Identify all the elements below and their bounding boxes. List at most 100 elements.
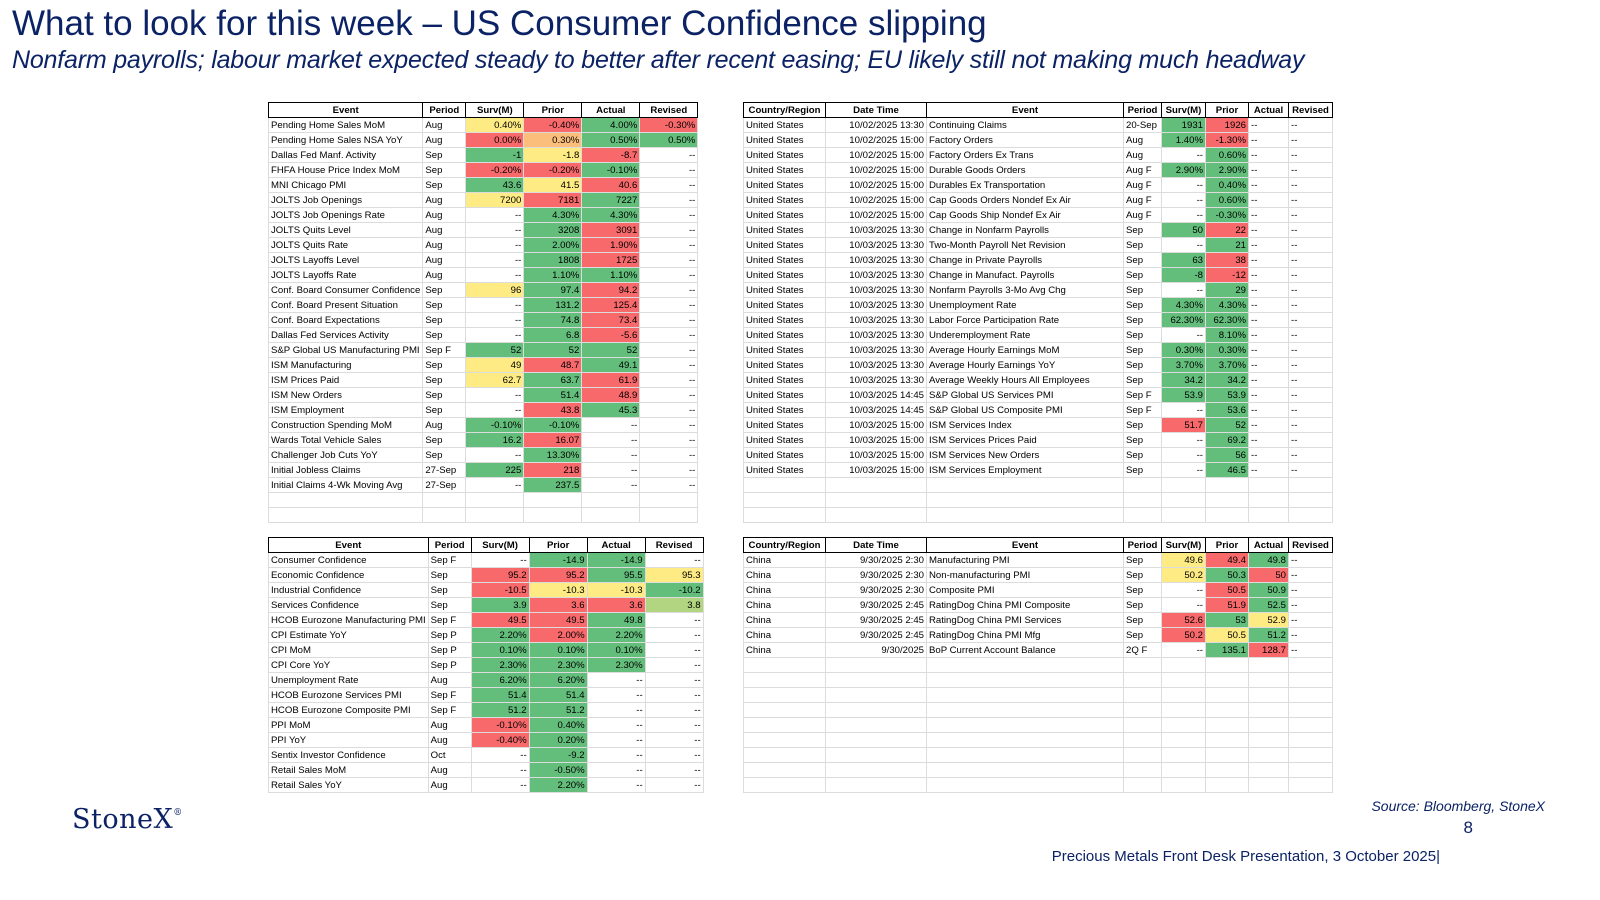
table-cell: -- (581, 477, 641, 493)
table-cell: -- (1248, 207, 1289, 223)
table-cell: -- (644, 687, 704, 703)
table-cell: -- (465, 297, 525, 313)
table-cell: 3091 (581, 222, 641, 238)
table-row: Retail Sales MoM Aug -- -0.50% -- -- (268, 762, 704, 778)
table-cell: Aug F (1123, 162, 1162, 178)
table-cell: -8 (1161, 267, 1206, 283)
table-cell: S&P Global US Services PMI (926, 387, 1124, 403)
table-cell: 53 (1205, 612, 1249, 628)
table-cell: 49.6 (1161, 552, 1206, 568)
table-cell: JOLTS Layoffs Rate (267, 267, 424, 283)
table-cell: -- (639, 342, 699, 358)
table-row: United States 10/03/2025 13:30 Two-Month P… (743, 237, 1333, 253)
table-cell: 1931 (1161, 117, 1206, 133)
table-cell: 0.30% (1161, 342, 1206, 358)
table-cell: -- (1248, 252, 1289, 268)
table-cell: 2.00% (523, 237, 583, 253)
table-cell (1205, 702, 1249, 718)
table-row: Conf. Board Consumer Confidence Sep 96 97.4… (267, 282, 699, 298)
table-cell: 52.6 (1161, 612, 1206, 628)
table-cell (926, 672, 1124, 688)
table-cell (1123, 747, 1162, 763)
table-cell: JOLTS Quits Level (267, 222, 424, 238)
us-released-table: Event Period Surv(M) Prior Actual Revised Pend… (267, 102, 699, 523)
table-cell: Aug (422, 192, 467, 208)
table-cell: -- (639, 207, 699, 223)
table-cell: PPI MoM (268, 717, 429, 733)
table-cell: -0.30% (639, 117, 699, 133)
table-row: United States 10/03/2025 14:45 S&P Global … (743, 387, 1333, 403)
column-header: Prior (528, 537, 588, 553)
table-cell: -- (1288, 207, 1333, 223)
table-cell: Sep (422, 387, 467, 403)
table-cell: -- (581, 447, 641, 463)
table-cell: S&P Global US Manufacturing PMI (267, 342, 424, 358)
table-cell: -- (465, 327, 525, 343)
table-row (743, 777, 1333, 793)
table-cell: -- (644, 672, 704, 688)
table-cell: Non-manufacturing PMI (926, 567, 1124, 583)
table-row (267, 492, 699, 508)
table-cell: China (743, 627, 826, 643)
table-cell: -- (1248, 342, 1289, 358)
table-cell (825, 672, 927, 688)
table-cell: 53.6 (1205, 402, 1249, 418)
table-cell: Challenger Job Cuts YoY (267, 447, 424, 463)
table-row: United States 10/02/2025 15:00 Durables Ex… (743, 177, 1333, 193)
table-cell (1123, 762, 1162, 778)
table-cell: 6.20% (470, 672, 530, 688)
table-cell: RatingDog China PMI Composite (926, 597, 1124, 613)
table-row: FHFA House Price Index MoM Sep -0.20% -0.20… (267, 162, 699, 178)
table-cell: Composite PMI (926, 582, 1124, 598)
table-cell: Conf. Board Consumer Confidence (267, 282, 424, 298)
table-cell: 10/02/2025 13:30 (825, 117, 927, 133)
table-cell: China (743, 642, 826, 658)
table-cell: -14.9 (586, 552, 646, 568)
table-cell (825, 777, 927, 793)
table-cell: -- (1288, 582, 1333, 598)
table-cell: Factory Orders Ex Trans (926, 147, 1124, 163)
table-cell: Sep (1123, 462, 1162, 478)
column-header: Prior (523, 102, 583, 118)
table-cell (1205, 777, 1249, 793)
table-cell: 49 (465, 357, 525, 373)
table-cell: ISM New Orders (267, 387, 424, 403)
table-cell: ISM Employment (267, 402, 424, 418)
table-cell: Aug (422, 417, 467, 433)
table-cell: Aug (422, 117, 467, 133)
table-row: United States 10/02/2025 15:00 Cap Goods S… (743, 207, 1333, 223)
table-cell: Sep (422, 327, 467, 343)
table-cell: -- (1161, 462, 1206, 478)
column-header: Period (1123, 102, 1162, 118)
table-cell: United States (743, 462, 826, 478)
table-cell: 10/02/2025 15:00 (825, 207, 927, 223)
table-cell (825, 702, 927, 718)
table-cell: 135.1 (1205, 642, 1249, 658)
table-cell (1288, 732, 1333, 748)
table-cell: -0.10% (581, 162, 641, 178)
table-cell: Sep (1123, 417, 1162, 433)
table-cell (1161, 657, 1206, 673)
table-row: United States 10/03/2025 13:30 Change in P… (743, 252, 1333, 268)
table-cell: CPI Estimate YoY (268, 627, 429, 643)
table-cell: Sep (1123, 327, 1162, 343)
table-cell: 16.2 (465, 432, 525, 448)
source-note: Source: Bloomberg, StoneX (1371, 798, 1545, 814)
table-cell: -- (1288, 567, 1333, 583)
table-cell: -- (1248, 237, 1289, 253)
table-row: United States 10/02/2025 13:30 Continuing … (743, 117, 1333, 133)
table-cell: -- (470, 552, 530, 568)
table-cell: 49.5 (528, 612, 588, 628)
table-cell: CPI Core YoY (268, 657, 429, 673)
table-cell: Aug (422, 267, 467, 283)
table-cell: -- (1288, 132, 1333, 148)
table-cell: 8.10% (1205, 327, 1249, 343)
table-cell: 10/02/2025 15:00 (825, 192, 927, 208)
table-cell (267, 507, 424, 523)
table-row (743, 762, 1333, 778)
table-cell: Aug (422, 222, 467, 238)
table-cell (1161, 702, 1206, 718)
table-cell: Sep (1123, 237, 1162, 253)
table-row: China 9/30/2025 2:30 Non-manufacturing PMI… (743, 567, 1333, 583)
table-row: Conf. Board Expectations Sep -- 74.8 73.4 -- (267, 312, 699, 328)
